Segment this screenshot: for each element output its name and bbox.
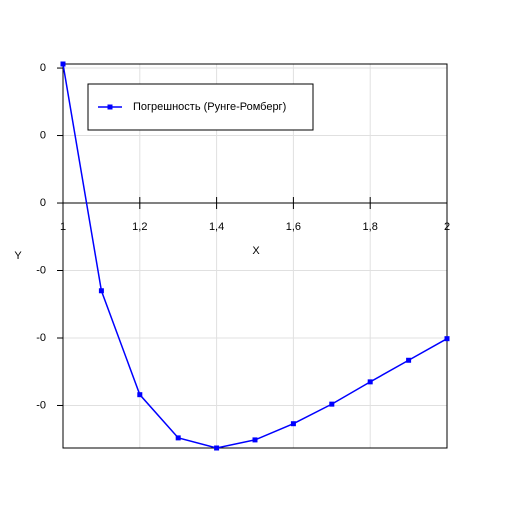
point	[252, 437, 258, 443]
point	[290, 421, 296, 427]
point	[329, 401, 335, 407]
x-tick-label: 1,2	[132, 221, 147, 233]
point	[98, 288, 104, 294]
x-axis-label: X	[252, 245, 260, 257]
y-tick-label: 0	[40, 129, 46, 141]
y-tick-label: 0	[40, 62, 46, 74]
x-tick-label: 1,4	[209, 221, 224, 233]
point	[137, 392, 143, 398]
y-tick-label: -0	[36, 332, 46, 344]
point	[444, 336, 450, 342]
y-tick-label: -0	[36, 399, 46, 411]
point	[406, 357, 412, 363]
legend-box	[87, 83, 314, 131]
x-tick-label: 1,6	[286, 221, 301, 233]
y-axis-label: Y	[14, 250, 22, 262]
legend-label: Погрешность (Рунге-Ромберг)	[133, 101, 286, 113]
point	[60, 61, 66, 67]
legend-marker	[107, 104, 113, 110]
point	[175, 435, 181, 441]
point	[367, 379, 373, 385]
x-tick-label: 1,8	[363, 221, 378, 233]
y-tick-label: -0	[36, 264, 46, 276]
y-tick-label: 0	[40, 197, 46, 209]
point	[214, 445, 220, 451]
